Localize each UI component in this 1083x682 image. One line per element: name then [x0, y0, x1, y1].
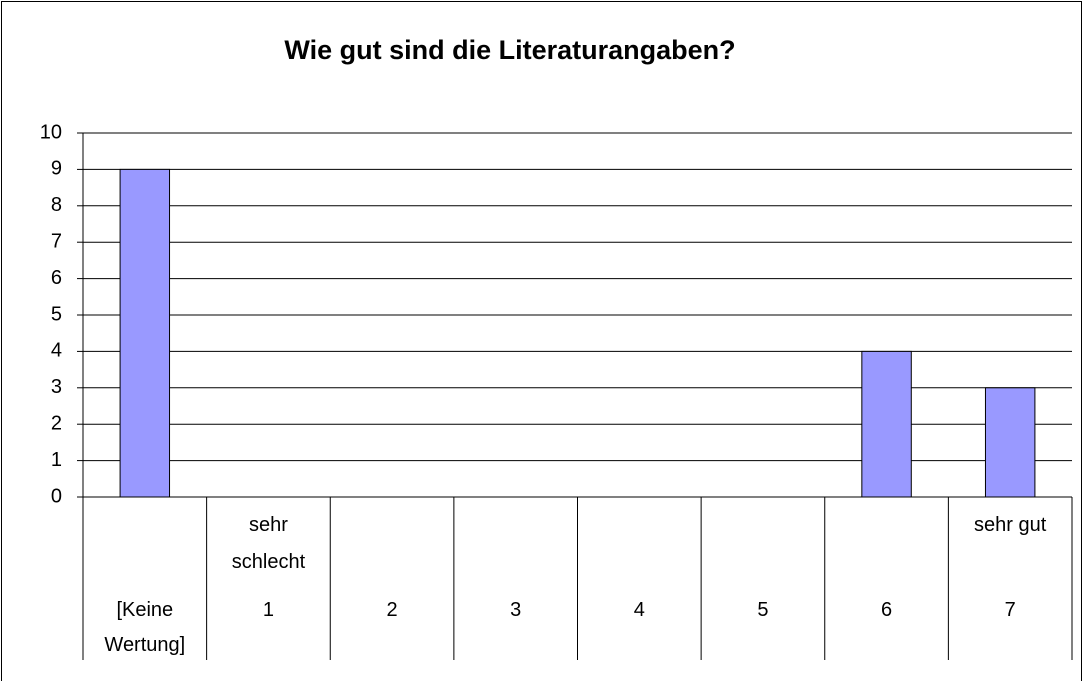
x-tick-label: 7	[1004, 599, 1016, 621]
x-tick-label: 1	[262, 599, 274, 621]
y-tick-label: 0	[51, 485, 62, 507]
y-tick-label: 9	[51, 158, 62, 180]
x-tick-label: 3	[510, 599, 522, 621]
x-tick-label: [Keine Wertung]	[104, 599, 186, 656]
y-tick-label: 10	[40, 121, 62, 143]
x-tick-label: 2	[386, 599, 398, 621]
y-tick-label: 1	[51, 449, 62, 471]
bar	[984, 387, 1036, 498]
x-tick-label: 5	[757, 599, 769, 621]
bar	[119, 168, 171, 498]
y-tick-label: 4	[51, 340, 62, 362]
x-tick-label: 6	[881, 599, 893, 621]
y-tick-label: 3	[51, 376, 62, 398]
y-tick-label: 6	[51, 267, 62, 289]
y-tick-label: 2	[51, 412, 62, 434]
y-tick-label: 7	[51, 230, 62, 252]
bar	[861, 350, 912, 498]
x-tick-label: 4	[633, 599, 645, 621]
y-tick-label: 8	[51, 194, 62, 216]
x-tick-top-label: sehr gut	[974, 514, 1047, 536]
y-tick-label: 5	[51, 303, 62, 325]
x-tick-top-label: sehr schlecht	[231, 514, 306, 573]
chart-title: Wie gut sind die Literaturangaben?	[284, 35, 735, 65]
